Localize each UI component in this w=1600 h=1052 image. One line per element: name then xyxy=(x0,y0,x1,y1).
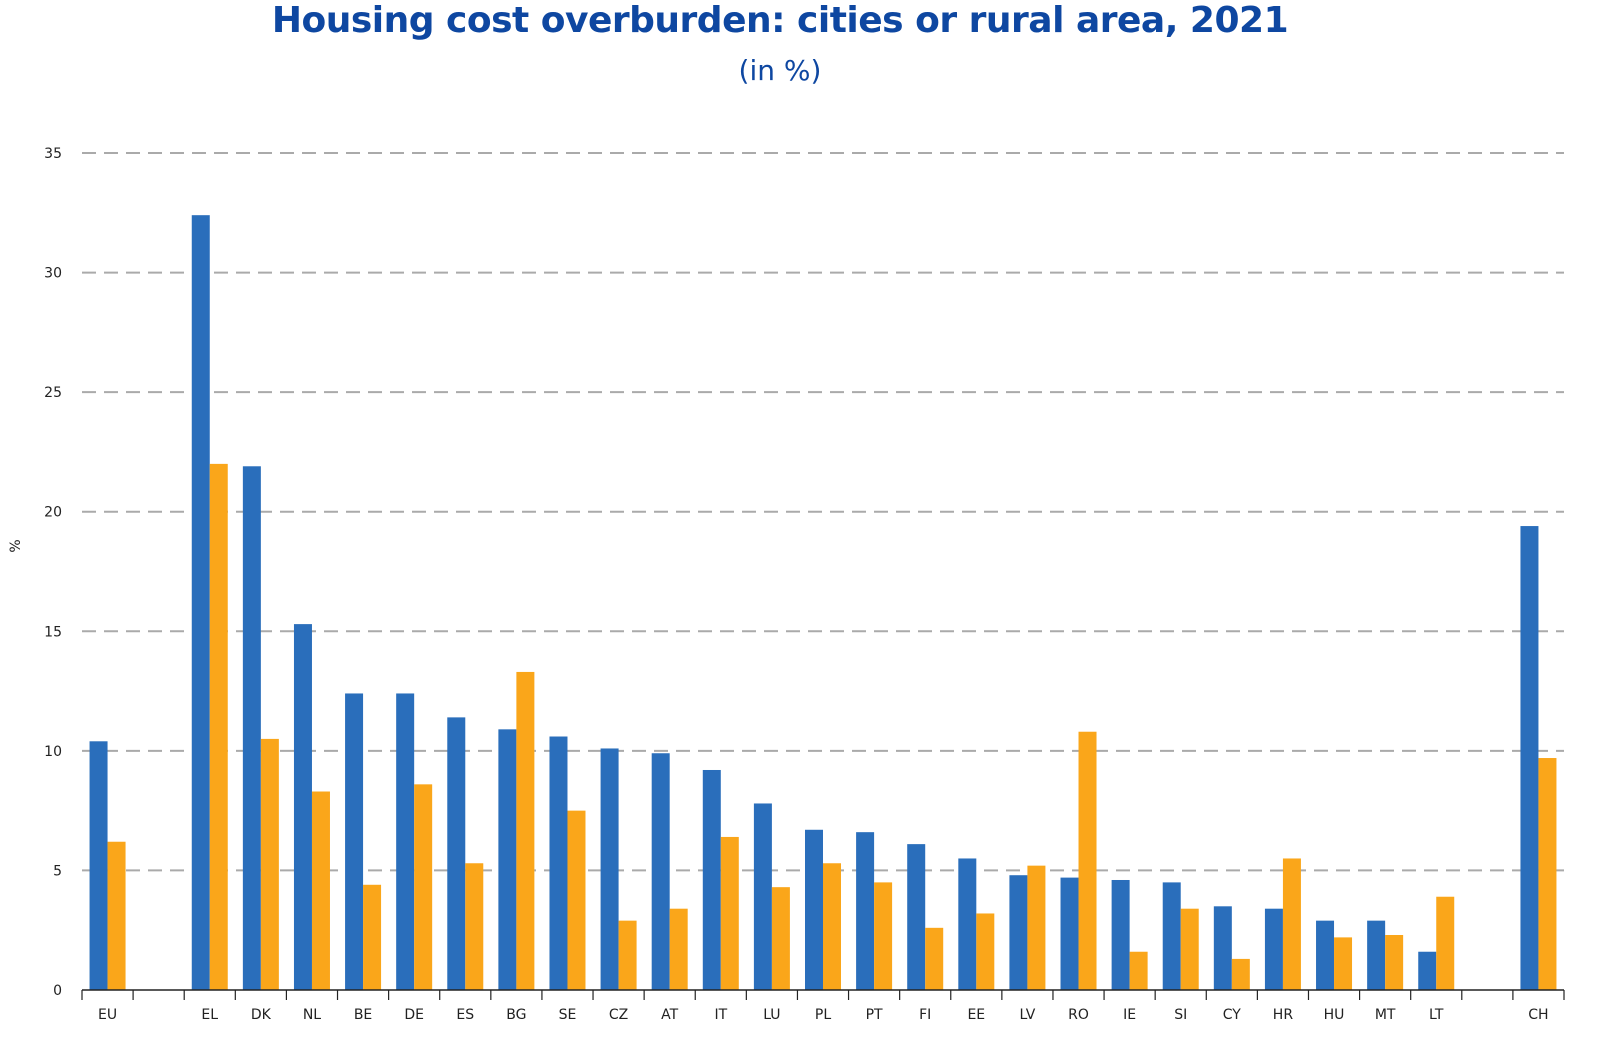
x-tick-label: DE xyxy=(404,1007,424,1023)
bars xyxy=(89,215,1557,991)
x-tick-label: SE xyxy=(559,1007,577,1023)
x-tick-label: CH xyxy=(1528,1007,1548,1023)
bar-series-1-BE xyxy=(345,693,364,990)
x-tick-label: NL xyxy=(303,1007,321,1023)
x-tick-label: BE xyxy=(354,1007,372,1023)
bar-series-1-EU xyxy=(89,741,108,990)
x-tick-label: IE xyxy=(1123,1007,1136,1023)
bar-series-2-BG xyxy=(516,671,535,990)
bar-series-2-FI xyxy=(925,927,944,990)
bar-series-2-CY xyxy=(1231,958,1250,990)
chart-title: Housing cost overburden: cities or rural… xyxy=(271,0,1289,41)
bar-series-1-LV xyxy=(1009,875,1028,990)
x-tick-label: PT xyxy=(866,1007,883,1023)
bar-series-1-SE xyxy=(549,736,568,990)
bar-series-1-CY xyxy=(1213,906,1232,990)
y-tick-label: 10 xyxy=(44,744,62,760)
bar-series-2-BE xyxy=(363,884,382,990)
bar-series-2-AT xyxy=(669,908,688,990)
x-tick-label: CZ xyxy=(609,1007,628,1023)
bar-series-2-PL xyxy=(823,863,841,990)
bar-series-1-PT xyxy=(856,832,875,990)
x-tick-label: ES xyxy=(456,1007,474,1023)
x-tick-label: DK xyxy=(251,1007,272,1023)
x-tick-label: CY xyxy=(1223,1007,1242,1023)
bar-series-1-FI xyxy=(907,844,926,990)
x-tick-label: MT xyxy=(1375,1007,1396,1023)
bar-series-1-SI xyxy=(1162,882,1181,990)
bar-series-2-DE xyxy=(414,784,433,990)
x-tick-label: BG xyxy=(506,1007,526,1023)
bar-series-2-PT xyxy=(874,882,893,990)
bar-series-2-EE xyxy=(976,913,995,990)
bar-series-1-DK xyxy=(242,466,261,991)
x-tick-label: EL xyxy=(201,1007,218,1023)
bar-series-2-RO xyxy=(1078,731,1097,990)
bar-series-2-ES xyxy=(465,863,484,990)
bar-series-1-MT xyxy=(1367,920,1386,990)
y-axis-label: % xyxy=(8,539,24,552)
y-tick-label: 0 xyxy=(53,983,62,999)
bar-series-1-CZ xyxy=(600,748,619,990)
chart-subtitle: (in %) xyxy=(738,54,822,87)
bar-series-1-LT xyxy=(1418,951,1437,990)
y-tick-label: 15 xyxy=(44,624,62,640)
x-tick-label: EU xyxy=(98,1007,117,1023)
bar-series-1-EL xyxy=(191,215,210,991)
bar-series-1-AT xyxy=(651,753,670,990)
bar-series-2-LV xyxy=(1027,865,1046,990)
bar-series-1-HR xyxy=(1264,908,1283,990)
y-tick-label: 5 xyxy=(53,863,62,879)
bar-series-1-EE xyxy=(958,858,977,990)
bar-series-1-IE xyxy=(1111,879,1130,990)
bar-series-1-DE xyxy=(396,693,415,990)
bar-series-1-RO xyxy=(1060,877,1079,990)
bar-series-2-SE xyxy=(567,810,586,990)
bar-series-2-IE xyxy=(1129,951,1148,990)
bar-series-1-PL xyxy=(805,829,823,990)
x-tick-label: AT xyxy=(661,1007,678,1023)
y-tick-label: 25 xyxy=(44,385,62,401)
x-tick-label: PL xyxy=(815,1007,831,1023)
y-axis-ticks: 0 5 10 15 20 25 30 35 xyxy=(44,146,62,999)
bar-series-1-IT xyxy=(702,769,721,990)
y-tick-label: 20 xyxy=(44,505,62,521)
x-tick-label: IT xyxy=(714,1007,727,1023)
bar-series-2-HU xyxy=(1334,937,1353,990)
bar-series-1-NL xyxy=(293,624,312,990)
bar-series-1-CH xyxy=(1520,526,1539,990)
bar-series-2-LU xyxy=(771,887,790,990)
bar-series-2-MT xyxy=(1385,934,1404,990)
bar-series-2-EU xyxy=(107,841,126,990)
bar-series-1-ES xyxy=(447,717,466,990)
x-tick-label: EE xyxy=(967,1007,985,1023)
x-tick-label: LT xyxy=(1429,1007,1444,1023)
bar-series-2-LT xyxy=(1436,896,1455,990)
bar-series-2-EL xyxy=(209,463,228,990)
x-tick-label: SI xyxy=(1174,1007,1187,1023)
x-tick-label: FI xyxy=(919,1007,931,1023)
x-tick-label: RO xyxy=(1068,1007,1089,1023)
bar-series-2-HR xyxy=(1282,858,1301,990)
bar-series-1-HU xyxy=(1316,920,1335,990)
bar-series-2-CH xyxy=(1538,758,1557,990)
x-tick-label: LU xyxy=(763,1007,780,1023)
y-tick-label: 30 xyxy=(44,266,62,282)
bar-series-2-DK xyxy=(260,738,279,990)
bar-series-2-SI xyxy=(1180,908,1199,990)
bar-series-2-NL xyxy=(311,791,330,990)
bar-series-2-IT xyxy=(720,836,739,990)
bar-series-2-CZ xyxy=(618,920,637,990)
bar-series-1-LU xyxy=(753,803,772,990)
x-axis: EU EL DK NL BE DE ES BG SE CZ AT IT LU PL PT FI EE LV RO IE… xyxy=(81,989,1565,1023)
bar-series-1-BG xyxy=(498,729,517,990)
x-tick-label: HR xyxy=(1273,1007,1294,1023)
x-tick-label: LV xyxy=(1019,1007,1035,1023)
y-tick-label: 35 xyxy=(44,146,62,162)
x-tick-label: HU xyxy=(1324,1007,1345,1023)
